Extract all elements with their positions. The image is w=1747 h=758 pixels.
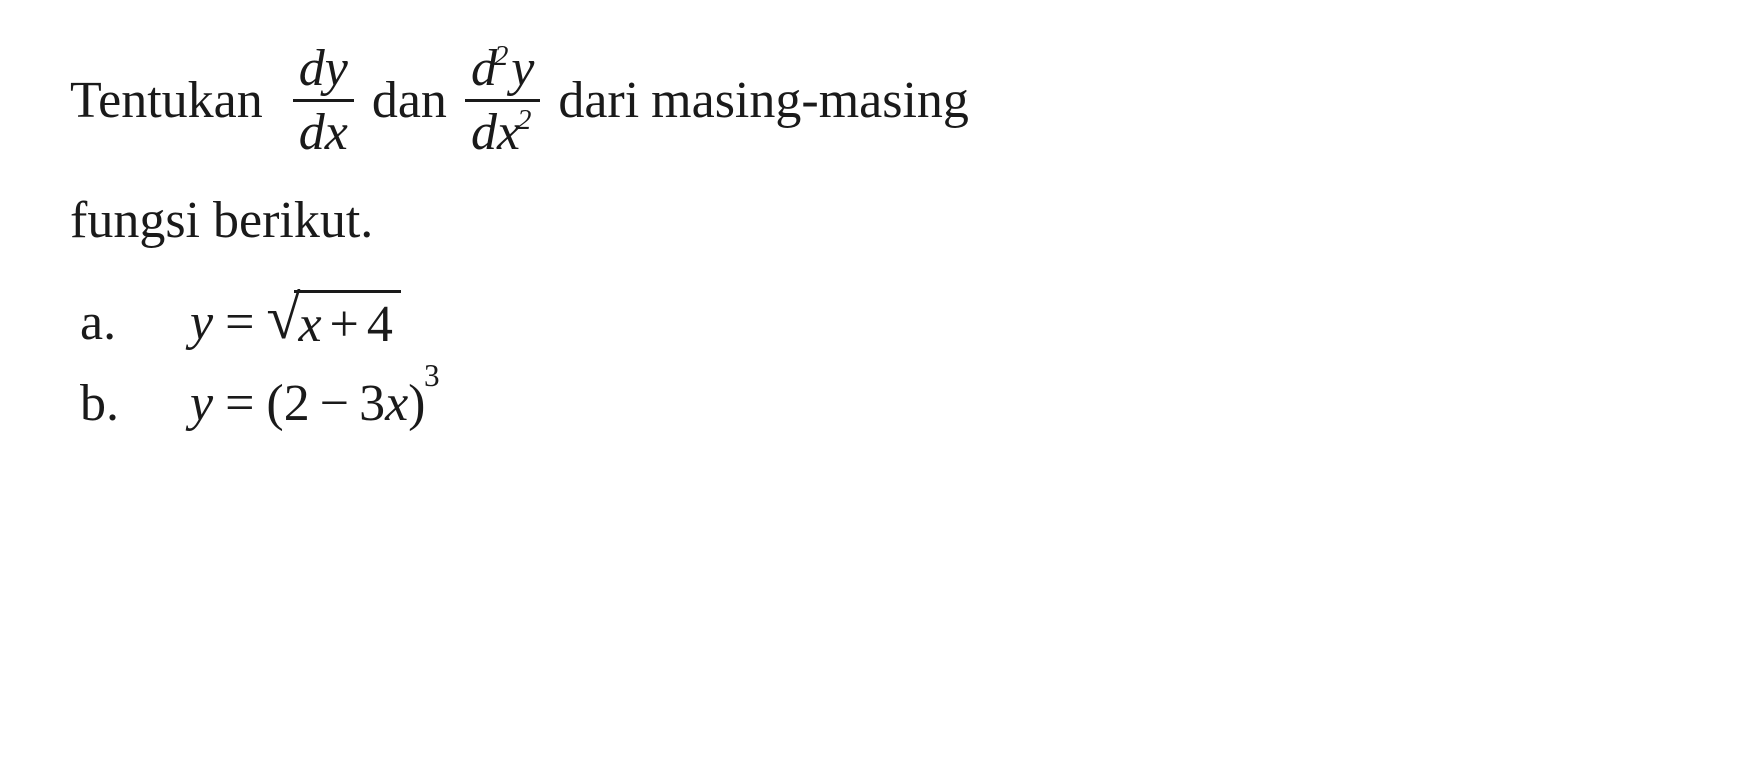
fraction-denominator: dx (293, 102, 354, 161)
exponent-3: 3 (424, 358, 440, 394)
exponent: 2 (494, 41, 508, 72)
const-4: 4 (367, 296, 393, 353)
fraction-numerator: dy (293, 40, 354, 102)
subitem-a: a. y = √ x+4 (80, 290, 1677, 354)
var-x: x (385, 374, 408, 433)
radicand: x+4 (294, 290, 400, 354)
item-label-a: a. (80, 293, 190, 352)
subitem-b: b. y = (2 − 3x)3 (80, 374, 1677, 433)
fungsi-berikut-text: fungsi berikut. (70, 192, 373, 249)
close-paren: ) (408, 374, 425, 433)
open-paren: ( (266, 374, 283, 433)
plus-sign: + (330, 296, 359, 353)
equals-sign: = (225, 293, 254, 352)
const-2: 2 (284, 374, 310, 433)
word-masing-masing: masing-masing (651, 71, 969, 130)
var-x: x (298, 296, 321, 353)
item-label-b: b. (80, 374, 190, 433)
fraction-numerator: d2y (465, 40, 540, 102)
minus-sign: − (320, 374, 349, 433)
equals-sign: = (225, 374, 254, 433)
problem-line-1: Tentukan dy dx dan d2y dx2 dari masing-m… (70, 40, 1677, 161)
fraction-d2y-dx2: d2y dx2 (465, 40, 540, 161)
d-letter: d (471, 104, 497, 161)
lhs-y: y (190, 374, 213, 433)
coef-3: 3 (359, 374, 385, 433)
word-tentukan: Tentukan (70, 71, 263, 130)
fraction-denominator: dx2 (465, 102, 540, 161)
y-letter: y (511, 40, 534, 97)
lhs-y: y (190, 293, 213, 352)
exponent: 2 (517, 105, 531, 136)
word-dari: dari (558, 71, 639, 130)
word-dan: dan (372, 71, 447, 130)
problem-line-2: fungsi berikut. (70, 191, 1677, 250)
fraction-dy-dx: dy dx (293, 40, 354, 161)
sqrt-expression: √ x+4 (266, 290, 400, 354)
